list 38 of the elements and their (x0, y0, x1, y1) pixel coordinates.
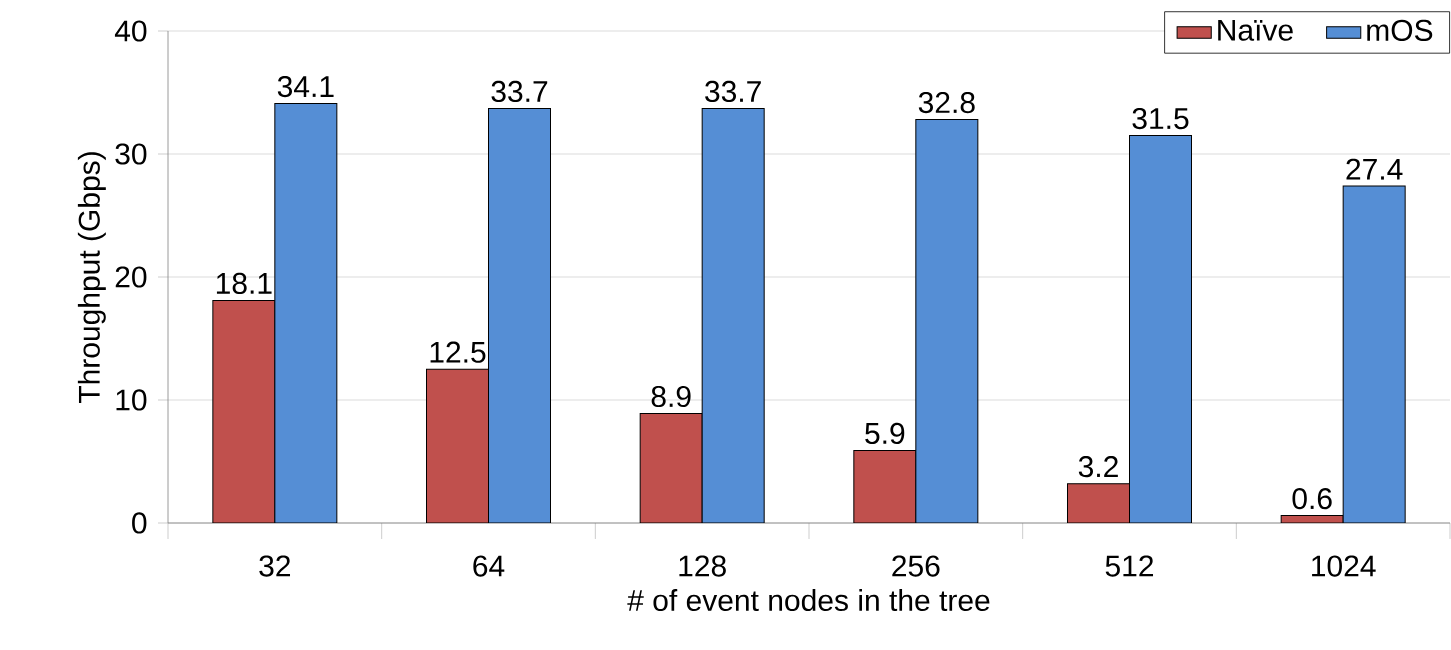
bar (1129, 135, 1192, 523)
y-tick-label: 10 (116, 389, 147, 411)
data-label: 31.5 (1132, 107, 1189, 130)
data-label: 3.2 (1078, 455, 1118, 478)
bar (1067, 483, 1130, 523)
bar (915, 119, 979, 523)
x-tick-label: 512 (1105, 555, 1154, 577)
bar (212, 299, 276, 523)
legend-label: Naïve (1218, 19, 1293, 41)
data-label: 34.1 (277, 75, 334, 98)
x-tick-label: 32 (259, 555, 291, 577)
data-label: 18.1 (216, 272, 272, 294)
x-tick-label: 1024 (1312, 555, 1376, 577)
x-axis-title: # of event nodes in the tree (627, 589, 990, 612)
bar (853, 449, 917, 523)
x-tick-label: 256 (892, 555, 940, 577)
bar (639, 413, 703, 523)
data-label: 33.7 (491, 80, 548, 103)
legend-label: mOS (1367, 19, 1433, 41)
data-label: 12.5 (430, 341, 486, 363)
bar (426, 368, 490, 523)
bar (274, 103, 338, 523)
y-tick-label: 30 (115, 143, 147, 165)
data-label: 32.8 (918, 91, 975, 114)
y-tick-label: 20 (115, 266, 147, 288)
y-tick-label: 40 (114, 20, 147, 42)
y-tick-label: 0 (132, 512, 147, 534)
x-tick-label: 64 (473, 555, 505, 577)
data-label: 33.7 (705, 80, 761, 103)
bar (488, 108, 551, 523)
data-label: 27.4 (1346, 158, 1403, 180)
y-axis-title: Throughput (Gbps) (77, 152, 106, 404)
data-label: 0.6 (1292, 487, 1332, 510)
data-label: 5.9 (865, 422, 905, 445)
x-tick-label: 128 (679, 555, 726, 577)
bar (701, 108, 765, 523)
bar (1342, 185, 1406, 523)
data-label: 8.9 (651, 385, 691, 408)
